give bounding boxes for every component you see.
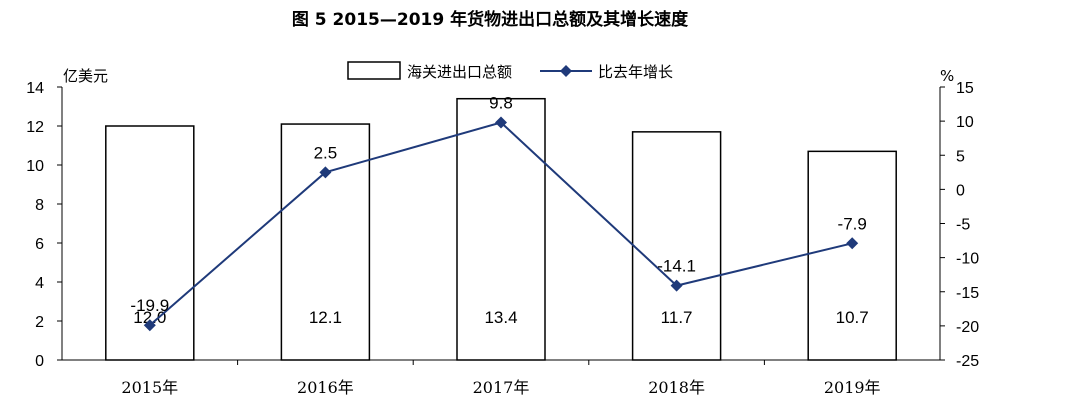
y-left-tick-label: 12 — [26, 119, 44, 136]
y-right-tick-label: -15 — [956, 285, 979, 302]
growth-line: -19.9 2.5 9.8 -14.1 -7.9 — [130, 93, 867, 332]
growth-marker — [143, 319, 156, 332]
bar-data-label: 10.7 — [836, 308, 869, 327]
x-tick-label: 2017年 — [473, 378, 530, 397]
growth-data-label: 2.5 — [314, 143, 338, 162]
y-left-unit: 亿美元 — [63, 67, 108, 85]
growth-marker — [495, 116, 507, 129]
growth-data-label: 9.8 — [489, 93, 513, 112]
bar — [807, 150, 897, 361]
growth-marker — [670, 279, 683, 292]
growth-marker — [319, 166, 332, 179]
y-left-tick-label: 4 — [35, 275, 44, 292]
y-right-tick-label: 10 — [956, 114, 974, 131]
y-right-tick-label: 5 — [956, 148, 965, 165]
y-right-tick-label: -20 — [956, 319, 979, 336]
legend-label-bar: 海关进出口总额 — [407, 63, 512, 81]
y-right-tick-label: -5 — [956, 217, 970, 234]
y-left-tick-label: 8 — [35, 197, 44, 214]
bar-data-label: 13.4 — [484, 308, 517, 327]
y-right-unit: % — [940, 67, 954, 85]
y-left-tick-label: 6 — [35, 236, 44, 253]
legend-swatch-bar — [347, 61, 401, 80]
legend-swatch-marker — [560, 65, 572, 77]
y-left-tick-label: 2 — [35, 314, 44, 331]
growth-data-label: -7.9 — [838, 214, 867, 233]
y-right-tick-label: 0 — [956, 182, 965, 199]
growth-data-label: -19.9 — [130, 296, 169, 315]
bar-data-label: 12.1 — [309, 308, 342, 327]
y-right-tick-label: -10 — [956, 251, 979, 268]
x-tick-label: 2018年 — [648, 378, 705, 397]
y-left-tick-label: 10 — [26, 158, 44, 175]
legend-label-line: 比去年增长 — [598, 63, 673, 81]
y-right-tick-label: -25 — [956, 353, 979, 370]
bar-data-label: 11.7 — [661, 308, 693, 327]
legend: 海关进出口总额 比去年增长 — [347, 61, 673, 81]
y-left-tick-label: 14 — [26, 80, 44, 97]
axes: 0 2 4 6 8 10 12 14 15 10 5 0 -5 -10 -15 -20 -25 2015年 2016… — [26, 80, 979, 397]
growth-data-label: -14.1 — [657, 257, 696, 276]
y-left-tick-label: 0 — [35, 353, 44, 370]
x-tick-label: 2019年 — [824, 378, 881, 397]
chart-title: 图 5 2015—2019 年货物进出口总额及其增长速度 — [292, 9, 689, 30]
x-tick-label: 2015年 — [121, 378, 178, 397]
x-tick-label: 2016年 — [297, 378, 354, 397]
bars: 12.0 12.1 13.4 11.7 10.7 — [105, 97, 897, 361]
bar-data-label: 12.0 — [133, 308, 166, 327]
bar — [456, 97, 546, 361]
y-right-tick-label: 15 — [956, 80, 974, 97]
growth-marker — [846, 237, 859, 250]
